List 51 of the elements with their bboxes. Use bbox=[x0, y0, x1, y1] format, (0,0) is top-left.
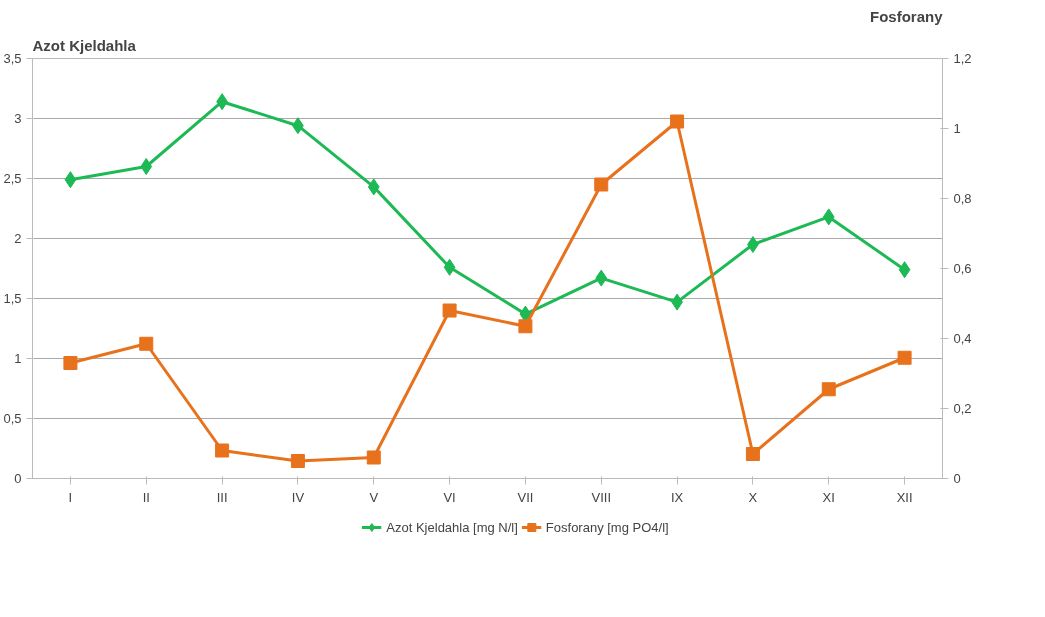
y2-tick-label: 0,6 bbox=[953, 261, 972, 276]
x-tick-label: VI bbox=[443, 489, 456, 505]
point bbox=[822, 208, 835, 226]
y-tick-label: 1 bbox=[14, 351, 22, 366]
point bbox=[63, 356, 78, 370]
point bbox=[442, 303, 457, 318]
point bbox=[594, 177, 609, 192]
point bbox=[745, 447, 760, 461]
point bbox=[670, 114, 685, 129]
y2-tick-label: 0,2 bbox=[953, 401, 972, 416]
y2-tick-label: 0,4 bbox=[953, 331, 972, 346]
x-tick-label: V bbox=[369, 489, 379, 505]
x-tick-label: XI bbox=[822, 489, 835, 505]
y-tick-label: 0,5 bbox=[3, 411, 22, 426]
point bbox=[139, 336, 154, 351]
y2-axis-title: Fosforany bbox=[869, 7, 944, 25]
x-tick-label: III bbox=[216, 489, 228, 505]
x-tick-label: XII bbox=[896, 489, 913, 505]
legend-label: Azot Kjeldahla [mg N/l] bbox=[386, 519, 518, 535]
point bbox=[64, 171, 77, 189]
x-tick-label: II bbox=[142, 489, 150, 505]
y-tick-label: 2 bbox=[14, 231, 22, 246]
y2-tick-label: 1,2 bbox=[953, 51, 972, 66]
y-axis-title: Azot Kjeldahla bbox=[32, 36, 137, 54]
point bbox=[140, 158, 153, 175]
point bbox=[897, 350, 912, 365]
point bbox=[443, 258, 456, 276]
x-tick-label: VIII bbox=[591, 489, 612, 505]
point bbox=[595, 269, 608, 287]
x-tick-label: I bbox=[68, 489, 73, 505]
point bbox=[518, 319, 533, 334]
point bbox=[290, 454, 305, 468]
y-tick-label: 3 bbox=[14, 111, 22, 126]
y-tick-label: 0 bbox=[14, 471, 22, 486]
legend-label: Fosforany [mg PO4/l] bbox=[545, 519, 669, 535]
y2-tick-label: 1 bbox=[953, 121, 961, 136]
point bbox=[898, 261, 911, 279]
point bbox=[215, 443, 230, 458]
y2-tick-label: 0,8 bbox=[953, 191, 972, 206]
point bbox=[821, 382, 836, 397]
y-tick-label: 2,5 bbox=[3, 171, 22, 186]
x-tick-label: IV bbox=[291, 489, 305, 505]
point bbox=[747, 236, 759, 253]
point bbox=[366, 450, 381, 465]
y-tick-label: 3,5 bbox=[3, 51, 22, 66]
x-tick-label: X bbox=[748, 489, 758, 505]
x-tick-label: VII bbox=[517, 489, 534, 505]
x-tick-label: IX bbox=[670, 489, 684, 505]
y2-tick-label: 0 bbox=[953, 471, 961, 486]
point bbox=[367, 178, 380, 196]
y-tick-label: 1,5 bbox=[3, 291, 22, 306]
